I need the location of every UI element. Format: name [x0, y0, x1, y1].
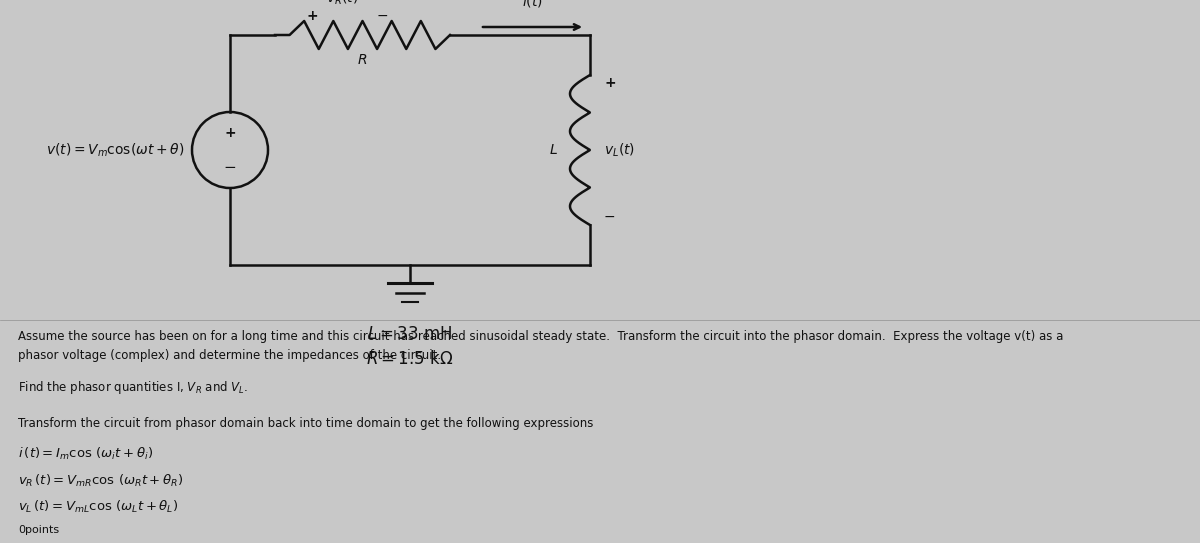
Text: +: +: [307, 9, 318, 23]
Text: −: −: [223, 160, 236, 175]
Text: +: +: [224, 126, 236, 140]
Text: $R = 1.5\ \mathrm{k\Omega}$: $R = 1.5\ \mathrm{k\Omega}$: [366, 350, 454, 368]
Text: $v(t) = V_m\cos(\omega t + \theta)$: $v(t) = V_m\cos(\omega t + \theta)$: [46, 141, 184, 159]
Text: $L = 33\ \mathrm{mH}$: $L = 33\ \mathrm{mH}$: [367, 325, 452, 343]
Text: $i(t)$: $i(t)$: [522, 0, 542, 9]
Text: −: −: [604, 210, 616, 224]
Text: Transform the circuit from phasor domain back into time domain to get the follow: Transform the circuit from phasor domain…: [18, 418, 593, 431]
Text: Assume the source has been on for a long time and this circuit has reached sinus: Assume the source has been on for a long…: [18, 330, 1063, 343]
Text: $v_R\,(t) = V_{mR}\cos\,(\omega_R t + \theta_R)$: $v_R\,(t) = V_{mR}\cos\,(\omega_R t + \t…: [18, 472, 184, 489]
Text: Find the phasor quantities I, $V_R$ and $V_L$.: Find the phasor quantities I, $V_R$ and …: [18, 380, 248, 396]
Text: phasor voltage (complex) and determine the impedances of the circuit.: phasor voltage (complex) and determine t…: [18, 349, 442, 362]
Text: +: +: [604, 76, 616, 90]
Text: $v_R(t)$: $v_R(t)$: [326, 0, 359, 7]
Text: 0points: 0points: [18, 525, 59, 535]
Text: $L$: $L$: [550, 143, 558, 157]
Text: $R$: $R$: [358, 53, 367, 67]
Text: $i\,(t) = I_m\cos\,(\omega_i t + \theta_i)$: $i\,(t) = I_m\cos\,(\omega_i t + \theta_…: [18, 446, 154, 462]
Text: $v_L\,(t) = V_{mL}\cos\,(\omega_L t + \theta_L)$: $v_L\,(t) = V_{mL}\cos\,(\omega_L t + \t…: [18, 499, 179, 515]
Text: $v_L(t)$: $v_L(t)$: [604, 141, 635, 159]
Text: −: −: [377, 9, 389, 23]
